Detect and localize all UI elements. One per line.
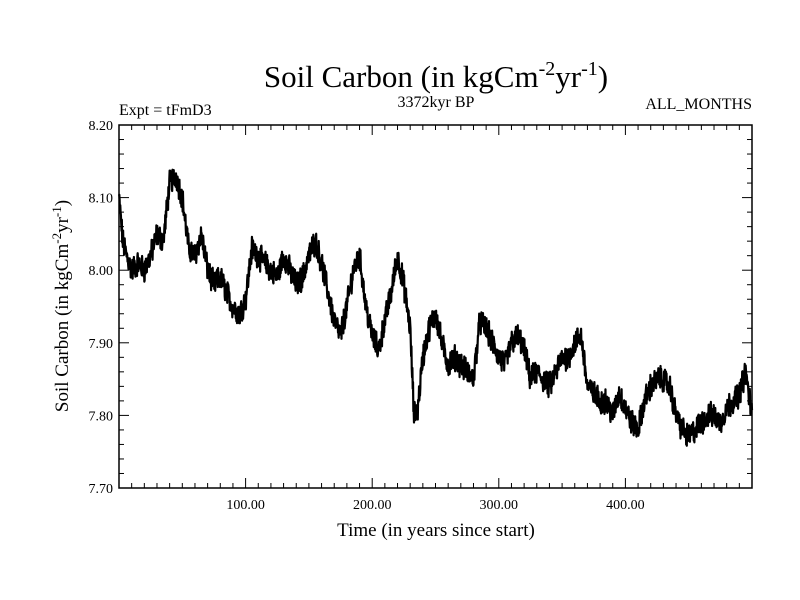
- y-tick-label: 7.70: [89, 482, 114, 497]
- series-line-soil-carbon: [117, 168, 754, 447]
- subtitle-experiment: Expt = tFmD3: [119, 102, 212, 119]
- plot-frame: [118, 124, 753, 489]
- y-tick-label: 8.00: [89, 264, 114, 279]
- x-tick-label: 400.00: [606, 498, 645, 513]
- x-axis-label: Time (in years since start): [337, 520, 535, 541]
- subtitle-period: 3372kyr BP: [398, 94, 475, 111]
- x-tick-label: 200.00: [353, 498, 392, 513]
- y-axis-ticks: 7.70 7.80 7.90 8.00 8.10 8.20: [89, 119, 752, 497]
- x-tick-label: 100.00: [226, 498, 265, 513]
- y-tick-label: 7.80: [89, 409, 114, 424]
- subtitle-months: ALL_MONTHS: [645, 96, 752, 113]
- y-tick-label: 8.10: [89, 192, 114, 207]
- y-axis-label: Soil Carbon (in kgCm-2yr-1): [49, 200, 73, 412]
- y-tick-label: 7.90: [89, 337, 114, 352]
- x-tick-label: 300.00: [480, 498, 519, 513]
- x-axis-ticks: 100.00 200.00 300.00 400.00: [131, 125, 740, 513]
- y-tick-label: 8.20: [89, 119, 114, 134]
- chart-title: Soil Carbon (in kgCm-2yr-1): [264, 58, 608, 94]
